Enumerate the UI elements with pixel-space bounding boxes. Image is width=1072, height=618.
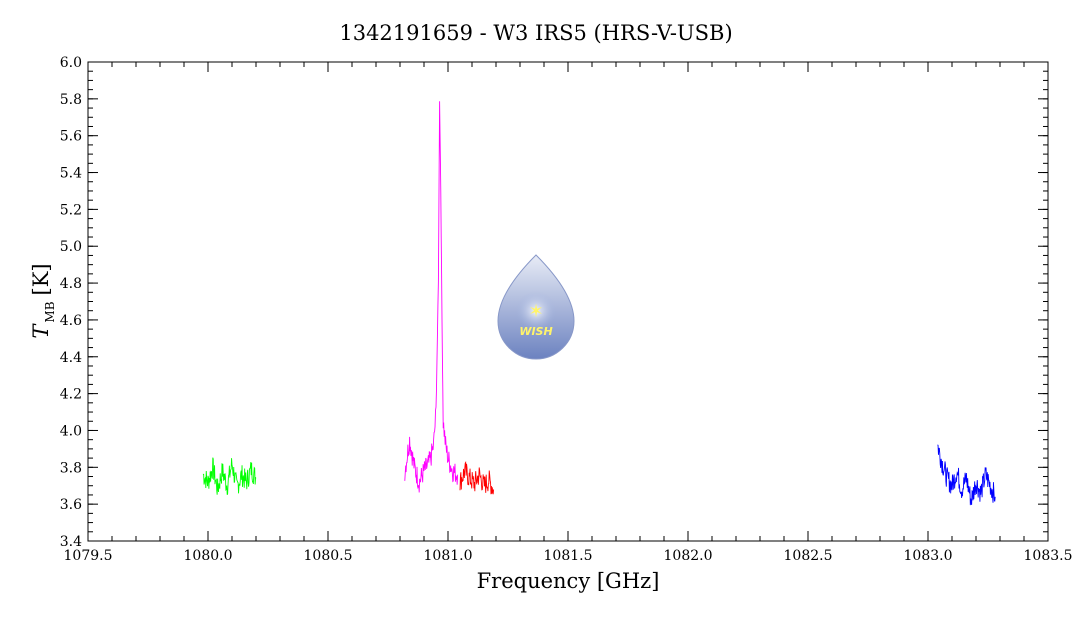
spectrum-series-4 <box>937 444 996 506</box>
y-tick-label: 6.0 <box>60 55 82 71</box>
plot-area: 1079.5 1080.0 1080.5 1081.0 1081.5 1082.0 1082… <box>60 55 1072 564</box>
x-tick-label: 1081.5 <box>544 548 593 564</box>
series-layer <box>202 101 996 506</box>
y-axis-label: TMB [K] <box>29 263 57 338</box>
y-tick-label: 5.0 <box>60 239 82 255</box>
spectrum-series-1 <box>202 457 257 495</box>
y-tick-label: 4.4 <box>60 350 82 366</box>
axis-ticks: 1079.5 1080.0 1080.5 1081.0 1081.5 1082.0 1082… <box>60 55 1072 564</box>
y-axis-subscript: MB <box>43 301 57 322</box>
x-tick-label: 1083.5 <box>1024 548 1072 564</box>
x-tick-label: 1081.0 <box>424 548 473 564</box>
x-tick-label: 1079.5 <box>64 548 113 564</box>
y-tick-label: 5.6 <box>60 129 82 145</box>
x-tick-label: 1080.0 <box>184 548 233 564</box>
wish-logo-text: WISH <box>519 325 552 338</box>
y-axis-unit: [K] <box>29 263 53 295</box>
x-tick-label: 1082.5 <box>784 548 833 564</box>
x-tick-label: 1083.0 <box>904 548 953 564</box>
wish-logo: ✶ WISH <box>497 254 575 360</box>
spectrum-series-2 <box>404 101 459 493</box>
y-tick-label: 5.4 <box>60 166 82 182</box>
y-tick-label: 4.6 <box>60 313 82 329</box>
spectrum-series-3 <box>459 460 495 495</box>
y-tick-label: 5.8 <box>60 92 82 108</box>
y-tick-label: 4.8 <box>60 276 82 292</box>
x-axis-label: Frequency [GHz] <box>477 569 660 593</box>
y-axis-symbol: T <box>29 323 53 339</box>
x-tick-label: 1082.0 <box>664 548 713 564</box>
x-tick-label: 1080.5 <box>304 548 353 564</box>
star-icon: ✶ <box>528 301 543 322</box>
chart-title: 1342191659 - W3 IRS5 (HRS-V-USB) <box>339 21 732 45</box>
y-tick-label: 4.0 <box>60 423 82 439</box>
y-tick-label: 3.6 <box>60 497 82 513</box>
y-tick-label: 4.2 <box>60 387 82 403</box>
y-tick-label: 5.2 <box>60 202 82 218</box>
y-tick-label: 3.4 <box>60 534 82 550</box>
y-tick-label: 3.8 <box>60 460 82 476</box>
